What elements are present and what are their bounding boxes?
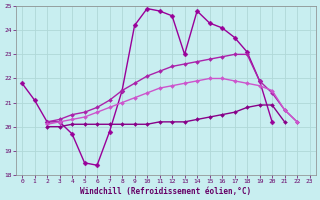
- X-axis label: Windchill (Refroidissement éolien,°C): Windchill (Refroidissement éolien,°C): [80, 187, 252, 196]
